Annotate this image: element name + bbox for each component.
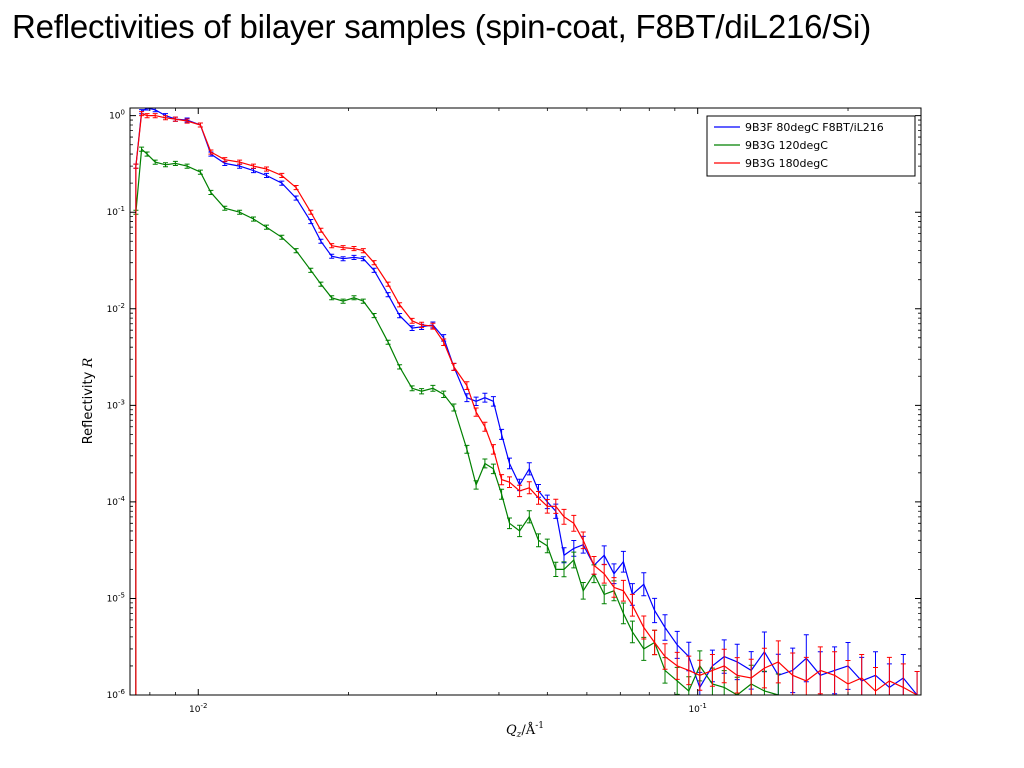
ticks-layer: 100 10-1 10-2 10-3 10-4 10-5 10-6 10-2 10-1 [107,108,921,715]
error-bar [914,671,920,695]
legend-label: 9B3F 80degC F8BT/iL216 [745,121,884,134]
tick-label: 10-2 [107,302,125,315]
legend-label: 9B3G 120degC [745,139,828,152]
tick-label: 100 [109,109,125,122]
series-line [135,108,918,695]
legend-label: 9B3G 180degC [745,157,828,170]
tick-label: 10-4 [107,495,126,508]
tick-label: 10-1 [688,702,706,715]
plot-area [130,108,921,695]
tick-label: 10-2 [189,702,207,715]
x-axis-title: Qz/Å-1 [506,721,544,740]
series-layer [133,108,920,695]
slide-title: Reflectivities of bilayer samples (spin-… [12,8,871,45]
tick-label: 10-6 [107,688,126,701]
series-2 [133,111,920,695]
tick-label: 10-1 [107,205,125,218]
plot-frame [129,107,922,696]
series-line [135,112,918,695]
y-axis-title: Reflectivity R [81,358,96,445]
legend-box [706,115,916,177]
error-bar [144,108,150,111]
legend: 9B3F 80degC F8BT/iL216 9B3G 120degC 9B3G 1… [706,115,916,177]
tick-label: 10-5 [107,591,125,604]
tick-label: 10-3 [107,398,125,411]
